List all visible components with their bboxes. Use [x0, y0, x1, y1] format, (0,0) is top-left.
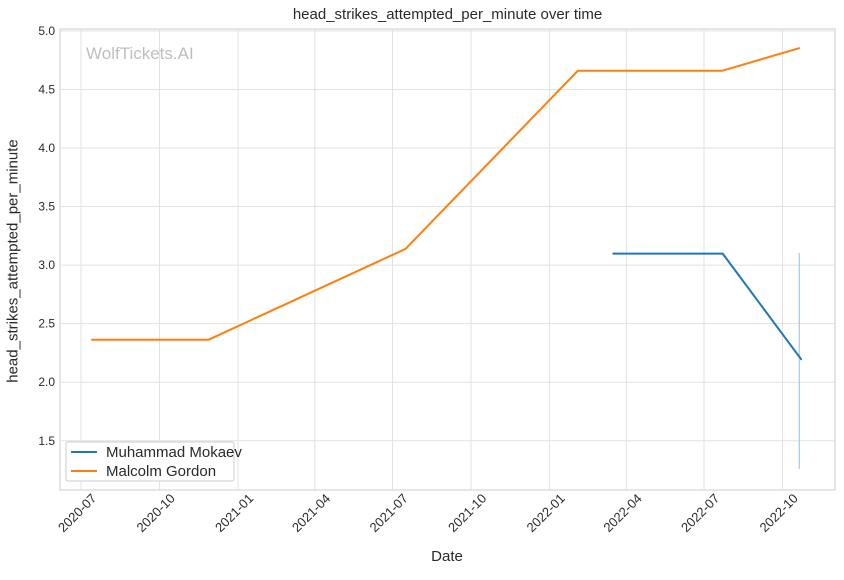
svg-text:2021-01: 2021-01	[212, 491, 256, 535]
svg-text:4.5: 4.5	[38, 82, 55, 96]
svg-text:2.0: 2.0	[38, 375, 55, 389]
svg-text:5.0: 5.0	[38, 24, 55, 38]
svg-text:2.5: 2.5	[38, 317, 55, 331]
svg-text:2021-10: 2021-10	[445, 491, 489, 535]
svg-text:2022-04: 2022-04	[600, 491, 644, 535]
svg-text:2020-10: 2020-10	[134, 491, 178, 535]
svg-text:2022-01: 2022-01	[524, 491, 568, 535]
svg-text:Muhammad Mokaev: Muhammad Mokaev	[106, 444, 242, 461]
svg-text:2022-10: 2022-10	[757, 491, 801, 535]
svg-text:3.5: 3.5	[38, 200, 55, 214]
svg-text:3.0: 3.0	[38, 258, 55, 272]
svg-text:4.0: 4.0	[38, 141, 55, 155]
svg-text:2021-07: 2021-07	[367, 491, 411, 535]
svg-text:2020-07: 2020-07	[55, 491, 99, 535]
svg-text:1.5: 1.5	[38, 434, 55, 448]
svg-text:2021-04: 2021-04	[289, 491, 333, 535]
svg-text:2022-07: 2022-07	[678, 491, 722, 535]
svg-text:Malcolm Gordon: Malcolm Gordon	[106, 463, 216, 480]
